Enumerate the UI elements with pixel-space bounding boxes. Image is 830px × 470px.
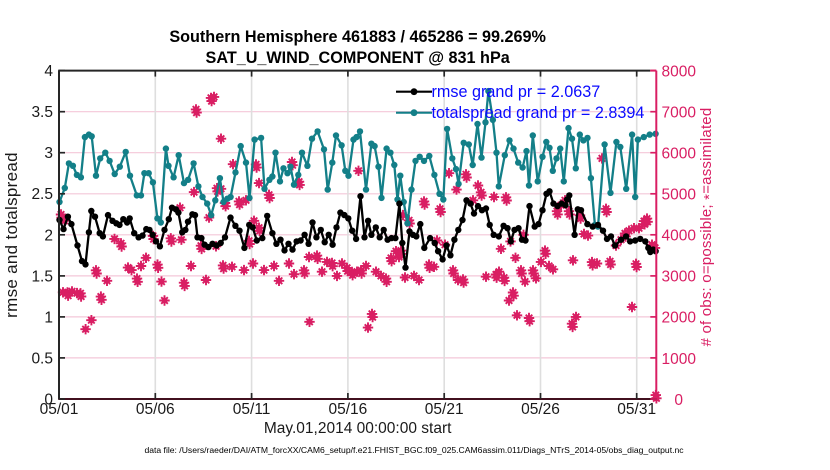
svg-text:05/11: 05/11 (233, 401, 271, 418)
svg-text:May.01,2014 00:00:00 start: May.01,2014 00:00:00 start (264, 420, 452, 437)
svg-text:2: 2 (44, 227, 53, 244)
svg-text:2.5: 2.5 (31, 186, 53, 203)
svg-text:1000: 1000 (661, 351, 696, 368)
svg-text:0.5: 0.5 (31, 350, 53, 367)
svg-text:5000: 5000 (661, 187, 696, 204)
svg-text:05/06: 05/06 (136, 401, 175, 418)
svg-text:3: 3 (44, 145, 53, 162)
svg-text:0: 0 (44, 392, 53, 409)
svg-text:data file: /Users/raeder/DAI/A: data file: /Users/raeder/DAI/ATM_forcXX/… (144, 445, 684, 455)
svg-text:4: 4 (44, 63, 53, 80)
svg-text:05/21: 05/21 (425, 401, 464, 418)
svg-text:7000: 7000 (661, 105, 696, 122)
svg-text:Southern Hemisphere 461883 / 4: Southern Hemisphere 461883 / 465286 = 99… (169, 28, 546, 46)
svg-text:0: 0 (674, 392, 683, 409)
svg-text:# of obs: o=possible; *=assimi: # of obs: o=possible; *=assimilated (698, 108, 718, 347)
svg-text:05/16: 05/16 (329, 401, 368, 418)
svg-text:rmse and totalspread: rmse and totalspread (2, 152, 21, 318)
svg-text:1.5: 1.5 (31, 268, 53, 285)
svg-text:3000: 3000 (661, 269, 696, 286)
svg-text:totalspread grand pr = 2.8394: totalspread grand pr = 2.8394 (432, 104, 645, 122)
svg-text:05/01: 05/01 (40, 401, 79, 418)
svg-text:8000: 8000 (661, 63, 696, 80)
svg-text:2000: 2000 (661, 310, 696, 327)
svg-text:4000: 4000 (661, 228, 696, 245)
svg-text:3.5: 3.5 (31, 104, 53, 121)
svg-text:1: 1 (44, 309, 53, 326)
svg-text:05/31: 05/31 (617, 401, 656, 418)
svg-text:rmse grand pr = 2.0637: rmse grand pr = 2.0637 (432, 83, 601, 101)
svg-text:05/26: 05/26 (521, 401, 560, 418)
svg-text:SAT_U_WIND_COMPONENT @ 831 hPa: SAT_U_WIND_COMPONENT @ 831 hPa (206, 49, 511, 67)
svg-text:6000: 6000 (661, 146, 696, 163)
